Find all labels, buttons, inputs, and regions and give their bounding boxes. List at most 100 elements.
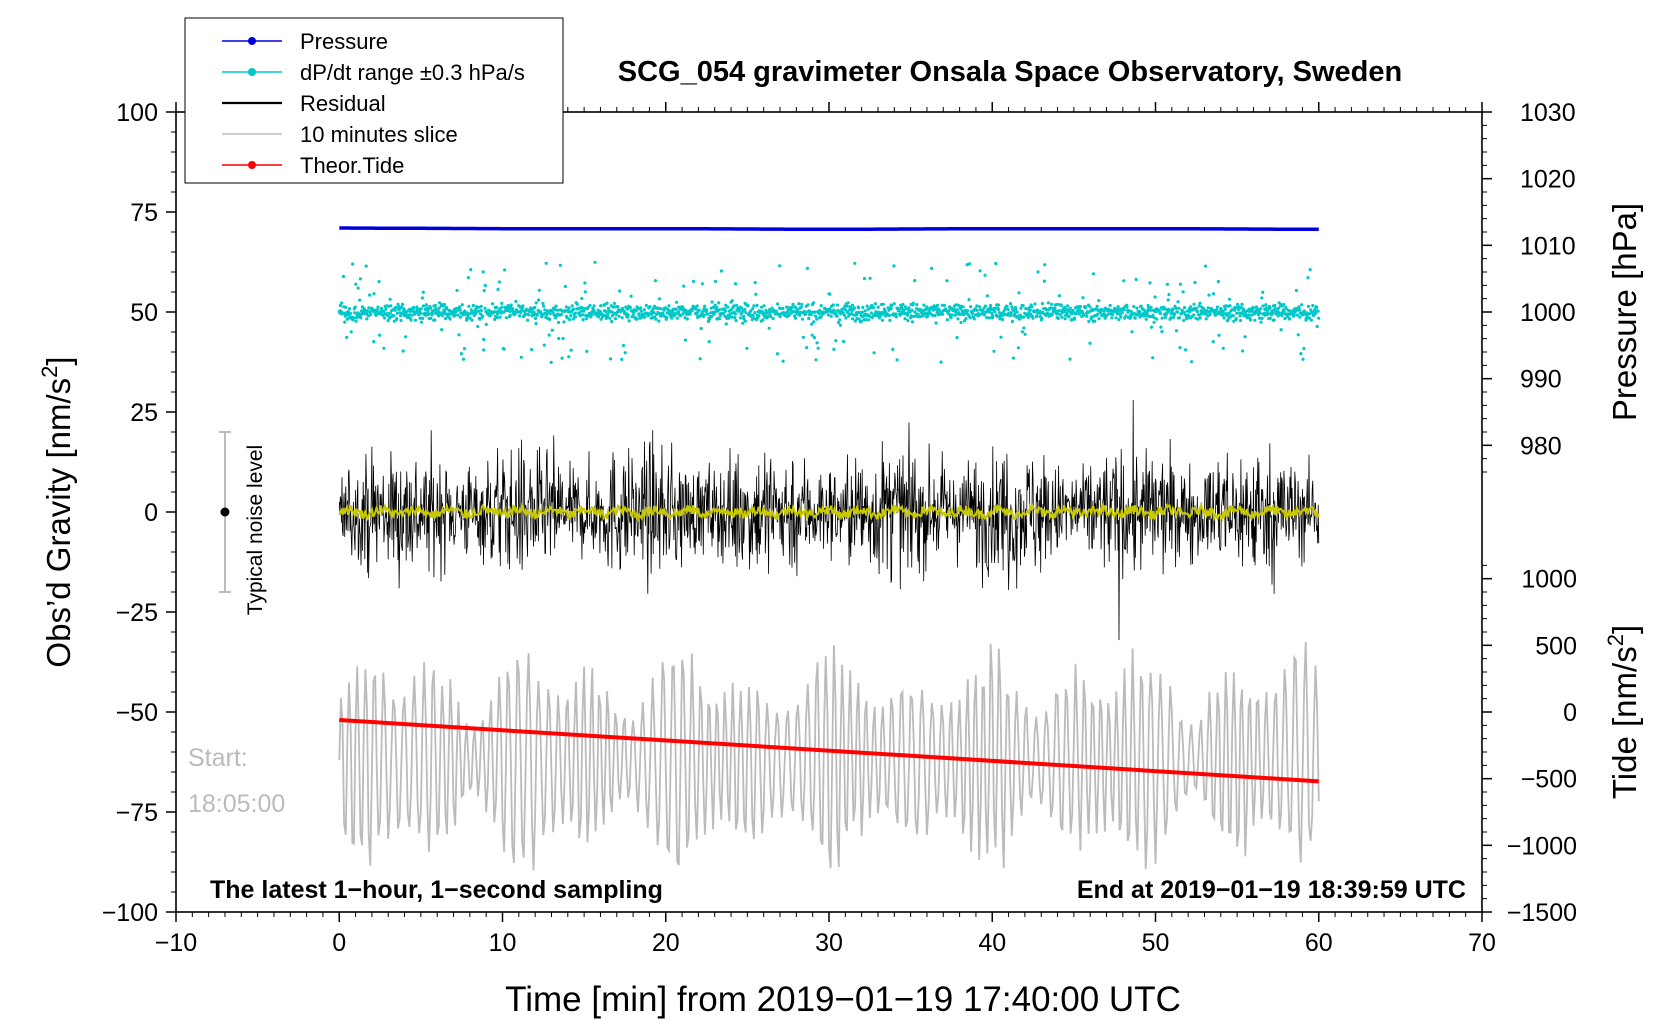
legend-label: dP/dt range ±0.3 hPa/s [300,60,525,85]
dpdt-point [873,302,877,306]
dpdt-point [812,301,816,305]
dpdt-point [448,317,452,321]
dpdt-point [409,318,413,322]
dpdt-point [842,339,846,344]
dpdt-point [755,303,759,307]
dpdt-point [762,304,766,308]
dpdt-point [563,284,568,289]
dpdt-point [915,303,919,307]
dpdt-point [1299,352,1303,356]
noise-level-label: Typical noise level [244,445,267,615]
dpdt-point [1135,306,1139,310]
dpdt-point [1088,341,1092,345]
dpdt-point [815,341,819,345]
dpdt-point [970,312,975,316]
dpdt-point [543,308,547,312]
dpdt-point [1146,303,1150,308]
dpdt-point [1167,293,1171,297]
dpdt-point [734,319,738,323]
dpdt-point [1171,315,1176,320]
dpdt-point [616,305,620,309]
dpdt-point [421,304,426,308]
dpdt-point [468,316,472,320]
dpdt-point [1108,312,1112,316]
dpdt-point [469,268,473,272]
dpdt-point [972,317,976,321]
dpdt-point [1174,329,1179,333]
dpdt-point [1068,357,1072,361]
dpdt-point [1221,309,1225,314]
dpdt-point [1115,311,1119,316]
dpdt-point [429,306,433,310]
dpdt-point [349,330,353,334]
dpdt-point [348,311,352,316]
dpdt-point [541,301,545,305]
dpdt-point [368,293,372,297]
dpdt-point [985,294,990,298]
dpdt-point [906,319,910,323]
dpdt-point [583,290,587,294]
dpdt-point [1151,356,1155,360]
dpdt-point [724,322,728,326]
dpdt-point [810,333,814,337]
dpdt-point [634,309,638,313]
dpdt-point [1258,311,1262,315]
dpdt-point [493,317,497,321]
dpdt-point [1264,306,1268,310]
dpdt-series [337,260,1321,364]
dpdt-point [1248,318,1253,322]
dpdt-point [1181,290,1185,294]
dpdt-point [604,309,608,314]
dpdt-point [1174,306,1178,310]
dpdt-point [542,304,546,308]
dpdt-point [440,328,444,332]
dpdt-point [1261,290,1265,294]
dpdt-point [425,306,429,310]
y-tick-label: 75 [130,199,158,227]
dpdt-point [1046,311,1050,316]
dpdt-point [433,318,437,322]
tide-label-base: Tide [nm/s [1606,646,1643,799]
dpdt-point [1055,302,1060,306]
dpdt-point [1108,303,1112,308]
dpdt-point [1022,326,1026,330]
dpdt-point [1291,310,1295,314]
dpdt-point [482,289,486,293]
dpdt-point [806,303,810,307]
dpdt-point [894,315,899,319]
dpdt-point [400,305,404,310]
dpdt-point [443,317,448,321]
dpdt-point [674,308,678,312]
dpdt-point [982,313,987,317]
dpdt-point [534,301,538,305]
dpdt-point [1177,316,1182,320]
dpdt-point [537,298,541,302]
dpdt-point [473,308,478,312]
dpdt-point [1085,314,1089,318]
dpdt-point [341,274,346,279]
dpdt-point [1280,313,1284,318]
dpdt-point [737,308,742,312]
dpdt-point [790,305,794,309]
dpdt-point [889,307,893,311]
dpdt-point [682,284,686,288]
tide-tick-label: 1000 [1521,566,1577,594]
dpdt-point [625,307,630,311]
dpdt-point [626,313,630,317]
dpdt-point [1028,308,1032,312]
y-tick-label: −75 [116,799,158,827]
dpdt-point [553,308,557,312]
dpdt-point [1215,308,1219,312]
dpdt-point [1192,313,1196,317]
dpdt-point [1184,348,1188,352]
dpdt-point [456,313,460,317]
dpdt-point [1315,305,1319,309]
dpdt-point [719,269,724,273]
dpdt-point [786,308,790,312]
dpdt-point [652,311,656,315]
dpdt-point [829,314,833,318]
dpdt-point [710,300,714,304]
dpdt-point [393,308,397,312]
dpdt-point [894,312,898,316]
